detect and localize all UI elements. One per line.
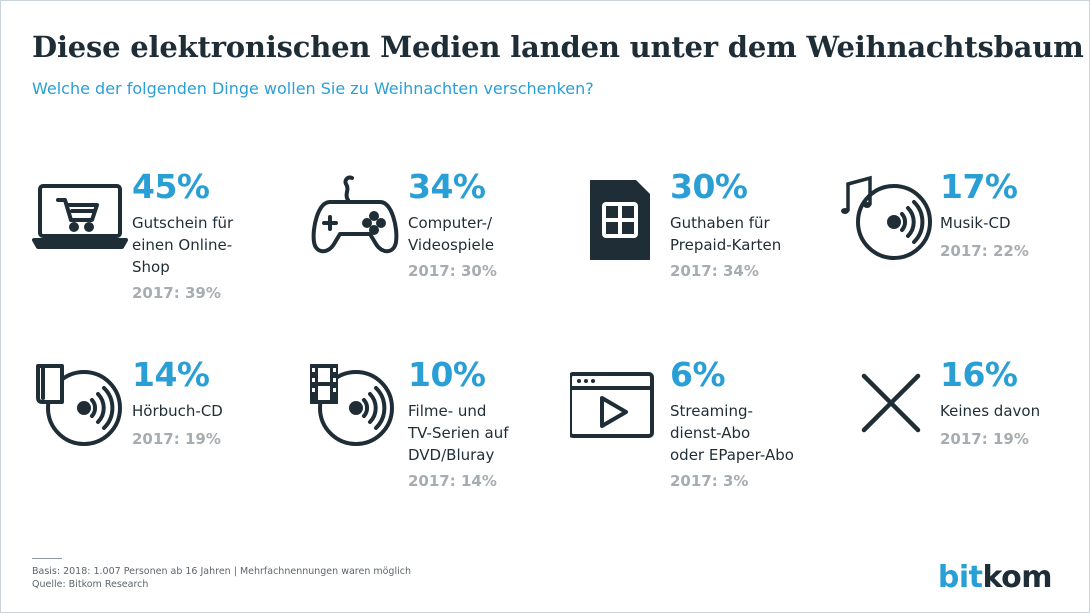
stat-value: 14% (132, 355, 210, 394)
stat-value: 45% (132, 167, 210, 206)
footer-source: Quelle: Bitkom Research (32, 579, 149, 590)
stat-label: Musik-CD (940, 214, 1011, 232)
stat-item-films-dvd: 10% Filme- und TV-Serien auf DVD/Bluray … (308, 358, 558, 508)
stat-value: 16% (940, 355, 1018, 394)
laptop-cart-icon (32, 170, 132, 270)
bitkom-logo: bitkom (937, 560, 1053, 595)
stat-value: 6% (670, 355, 726, 394)
audiobook-cd-icon (32, 358, 132, 458)
stat-label: Gutschein für einen Online- Shop (132, 214, 234, 276)
video-player-icon (570, 358, 670, 458)
stat-previous-year: 2017: 3% (670, 472, 749, 490)
cross-icon (840, 358, 940, 458)
stat-previous-year: 2017: 19% (940, 430, 1029, 448)
stat-label: Computer-/ Videospiele (408, 214, 495, 254)
music-cd-icon (840, 170, 940, 270)
stat-previous-year: 2017: 34% (670, 262, 759, 280)
stat-item-online-voucher: 45% Gutschein für einen Online- Shop 201… (32, 170, 282, 320)
stat-value: 17% (940, 167, 1018, 206)
stat-value: 10% (408, 355, 486, 394)
stat-previous-year: 2017: 39% (132, 284, 221, 302)
stat-previous-year: 2017: 14% (408, 472, 497, 490)
stat-label: Keines davon (940, 402, 1041, 420)
stat-label: Streaming- dienst-Abo oder EPaper-Abo (670, 402, 794, 464)
sim-card-icon (570, 170, 670, 270)
stat-label: Hörbuch-CD (132, 402, 223, 420)
stat-label: Guthaben für Prepaid-Karten (670, 214, 782, 254)
stat-item-video-games: 34% Computer-/ Videospiele 2017: 30% (308, 170, 558, 320)
stat-item-streaming: 6% Streaming- dienst-Abo oder EPaper-Abo… (570, 358, 820, 508)
footer-basis: Basis: 2018: 1.007 Personen ab 16 Jahren… (32, 566, 411, 577)
gamepad-icon (308, 170, 408, 270)
stat-value: 34% (408, 167, 486, 206)
stat-item-none: 16% Keines davon 2017: 19% (840, 358, 1090, 508)
logo-part-bit: bit (937, 560, 983, 595)
stat-previous-year: 2017: 30% (408, 262, 497, 280)
stat-label: Filme- und TV-Serien auf DVD/Bluray (408, 402, 509, 464)
page-subtitle: Welche der folgenden Dinge wollen Sie zu… (32, 79, 594, 98)
stat-item-audiobook-cd: 14% Hörbuch-CD 2017: 19% (32, 358, 282, 508)
footer-divider (32, 558, 62, 559)
logo-part-kom: kom (982, 560, 1052, 595)
stat-previous-year: 2017: 19% (132, 430, 221, 448)
stat-item-music-cd: 17% Musik-CD 2017: 22% (840, 170, 1090, 320)
stat-value: 30% (670, 167, 748, 206)
stat-previous-year: 2017: 22% (940, 242, 1029, 260)
page-title: Diese elektronischen Medien landen unter… (32, 30, 1084, 64)
film-dvd-icon (308, 358, 408, 458)
stat-item-prepaid: 30% Guthaben für Prepaid-Karten 2017: 34… (570, 170, 820, 320)
